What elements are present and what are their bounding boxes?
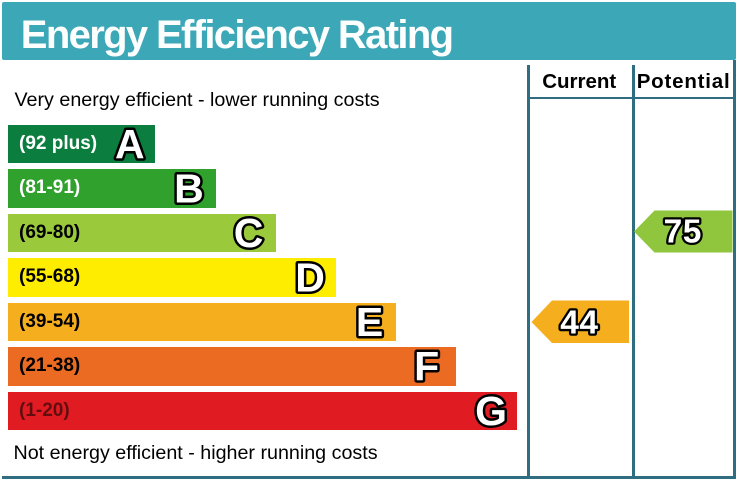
svg-text:F: F (414, 343, 439, 389)
svg-text:D: D (295, 254, 325, 300)
svg-text:A: A (115, 121, 145, 167)
svg-text:44: 44 (560, 305, 598, 342)
svg-text:75: 75 (664, 213, 702, 250)
svg-text:E: E (356, 299, 383, 345)
svg-text:C: C (234, 210, 264, 256)
svg-text:G: G (475, 388, 507, 434)
svg-text:B: B (174, 165, 204, 211)
